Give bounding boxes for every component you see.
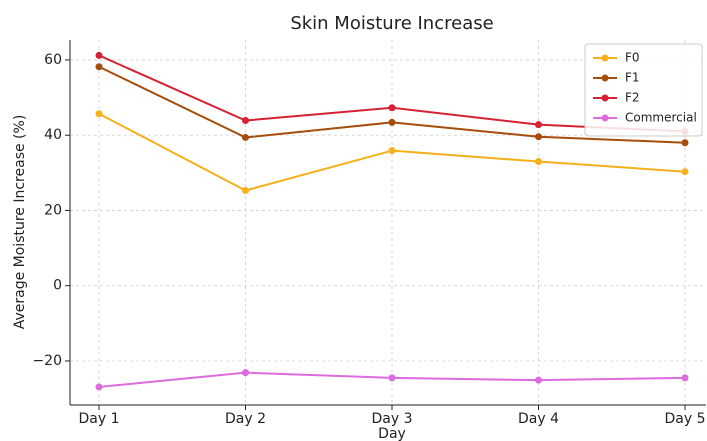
legend-marker — [601, 74, 609, 82]
point — [95, 110, 103, 118]
point — [242, 369, 249, 377]
legend-label: F0 — [625, 51, 640, 65]
point — [242, 187, 249, 195]
point — [95, 51, 103, 59]
point — [681, 139, 689, 147]
point — [681, 168, 689, 176]
point — [388, 374, 396, 382]
point — [388, 118, 396, 126]
point — [95, 383, 103, 391]
legend-marker — [601, 94, 609, 102]
y-tick-label: 20 — [44, 202, 62, 218]
point — [242, 133, 249, 141]
legend-label: F1 — [625, 71, 640, 85]
y-tick-label: 0 — [53, 278, 62, 294]
point — [535, 121, 542, 129]
point — [388, 147, 396, 155]
point — [95, 63, 103, 71]
chart-title: Skin Moisture Increase — [290, 13, 493, 34]
x-tick-label: Day 5 — [664, 411, 705, 427]
y-axis-label: Average Moisture Increase (%) — [12, 115, 28, 330]
point — [535, 158, 542, 166]
point — [681, 374, 689, 382]
legend-label: F2 — [625, 91, 640, 105]
point — [535, 133, 542, 141]
point — [242, 117, 249, 125]
legend-marker — [601, 54, 609, 62]
point — [535, 376, 542, 384]
legend-marker — [601, 114, 609, 122]
x-tick-label: Day 3 — [371, 411, 412, 427]
legend-box — [584, 43, 703, 137]
y-tick-label: 60 — [44, 52, 62, 68]
legend-label: Commercial — [625, 111, 697, 125]
y-tick-label: −20 — [32, 353, 62, 369]
x-tick-label: Day 4 — [518, 411, 559, 427]
x-tick-label: Day 1 — [78, 411, 119, 427]
point — [388, 104, 396, 112]
x-tick-label: Day 2 — [225, 411, 266, 427]
x-axis-label: Day — [378, 426, 406, 441]
y-tick-label: 40 — [44, 127, 62, 143]
